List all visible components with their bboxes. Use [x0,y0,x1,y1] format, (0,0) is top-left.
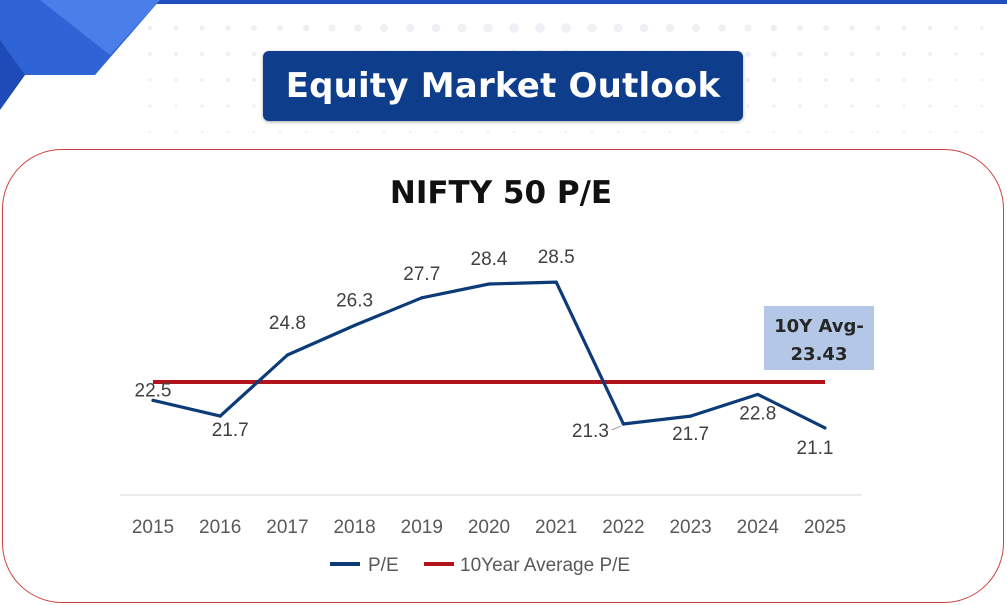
pe-point-2017 [285,353,289,357]
chart-card [2,149,1004,603]
chart-title: NIFTY 50 P/E [390,175,612,211]
x-tick-2022: 2022 [602,517,644,538]
pe-point-2020 [487,282,491,286]
data-label-2018: 26.3 [336,290,373,311]
data-label-2017: 24.8 [269,313,306,334]
data-label-2021: 28.5 [538,247,575,268]
x-tick-2024: 2024 [737,517,780,538]
pe-point-2018 [353,323,357,328]
data-label-2023: 21.7 [672,424,709,445]
pe-point-2019 [420,296,424,300]
pe-point-2022 [621,422,626,426]
pe-point-2024 [756,392,760,397]
x-tick-2021: 2021 [535,517,577,538]
callout-line-1: 10Y Avg- [774,316,864,337]
pe-point-2025 [823,426,827,430]
x-tick-2020: 2020 [468,517,510,538]
pe-series-line [152,280,826,430]
avg-callout: 10Y Avg- 23.43 [764,306,874,370]
x-tick-2015: 2015 [132,517,174,538]
callout-line-2: 23.43 [791,344,848,365]
pe-point-2023 [689,414,693,418]
pe-point-2015 [151,398,155,402]
x-tick-2016: 2016 [199,517,241,538]
x-tick-2025: 2025 [804,517,846,538]
top-accent-bar [0,0,1007,4]
data-label-2015: 22.5 [135,380,172,401]
data-label-2016: 21.7 [212,420,249,441]
data-label-2020: 28.4 [471,249,508,270]
data-label-2019: 27.7 [403,264,440,285]
x-tick-2017: 2017 [266,517,308,538]
title-banner: Equity Market Outlook [263,51,743,121]
legend-label-pe: P/E [368,555,399,576]
data-label-2022: 21.3 [572,421,609,442]
pe-point-2021 [554,280,558,284]
legend: P/E 10Year Average P/E [330,555,630,576]
corner-decoration [0,0,160,110]
data-label-leader-2022 [611,425,622,431]
page-title: Equity Market Outlook [285,66,721,106]
pe-point-2016 [218,414,222,418]
legend-label-avg: 10Year Average P/E [460,555,630,576]
x-tick-2023: 2023 [669,517,711,538]
x-tick-2018: 2018 [333,517,375,538]
data-label-2025: 21.1 [797,438,834,459]
data-label-2024: 22.8 [739,403,776,424]
callout-box [764,306,874,370]
x-tick-2019: 2019 [401,517,443,538]
